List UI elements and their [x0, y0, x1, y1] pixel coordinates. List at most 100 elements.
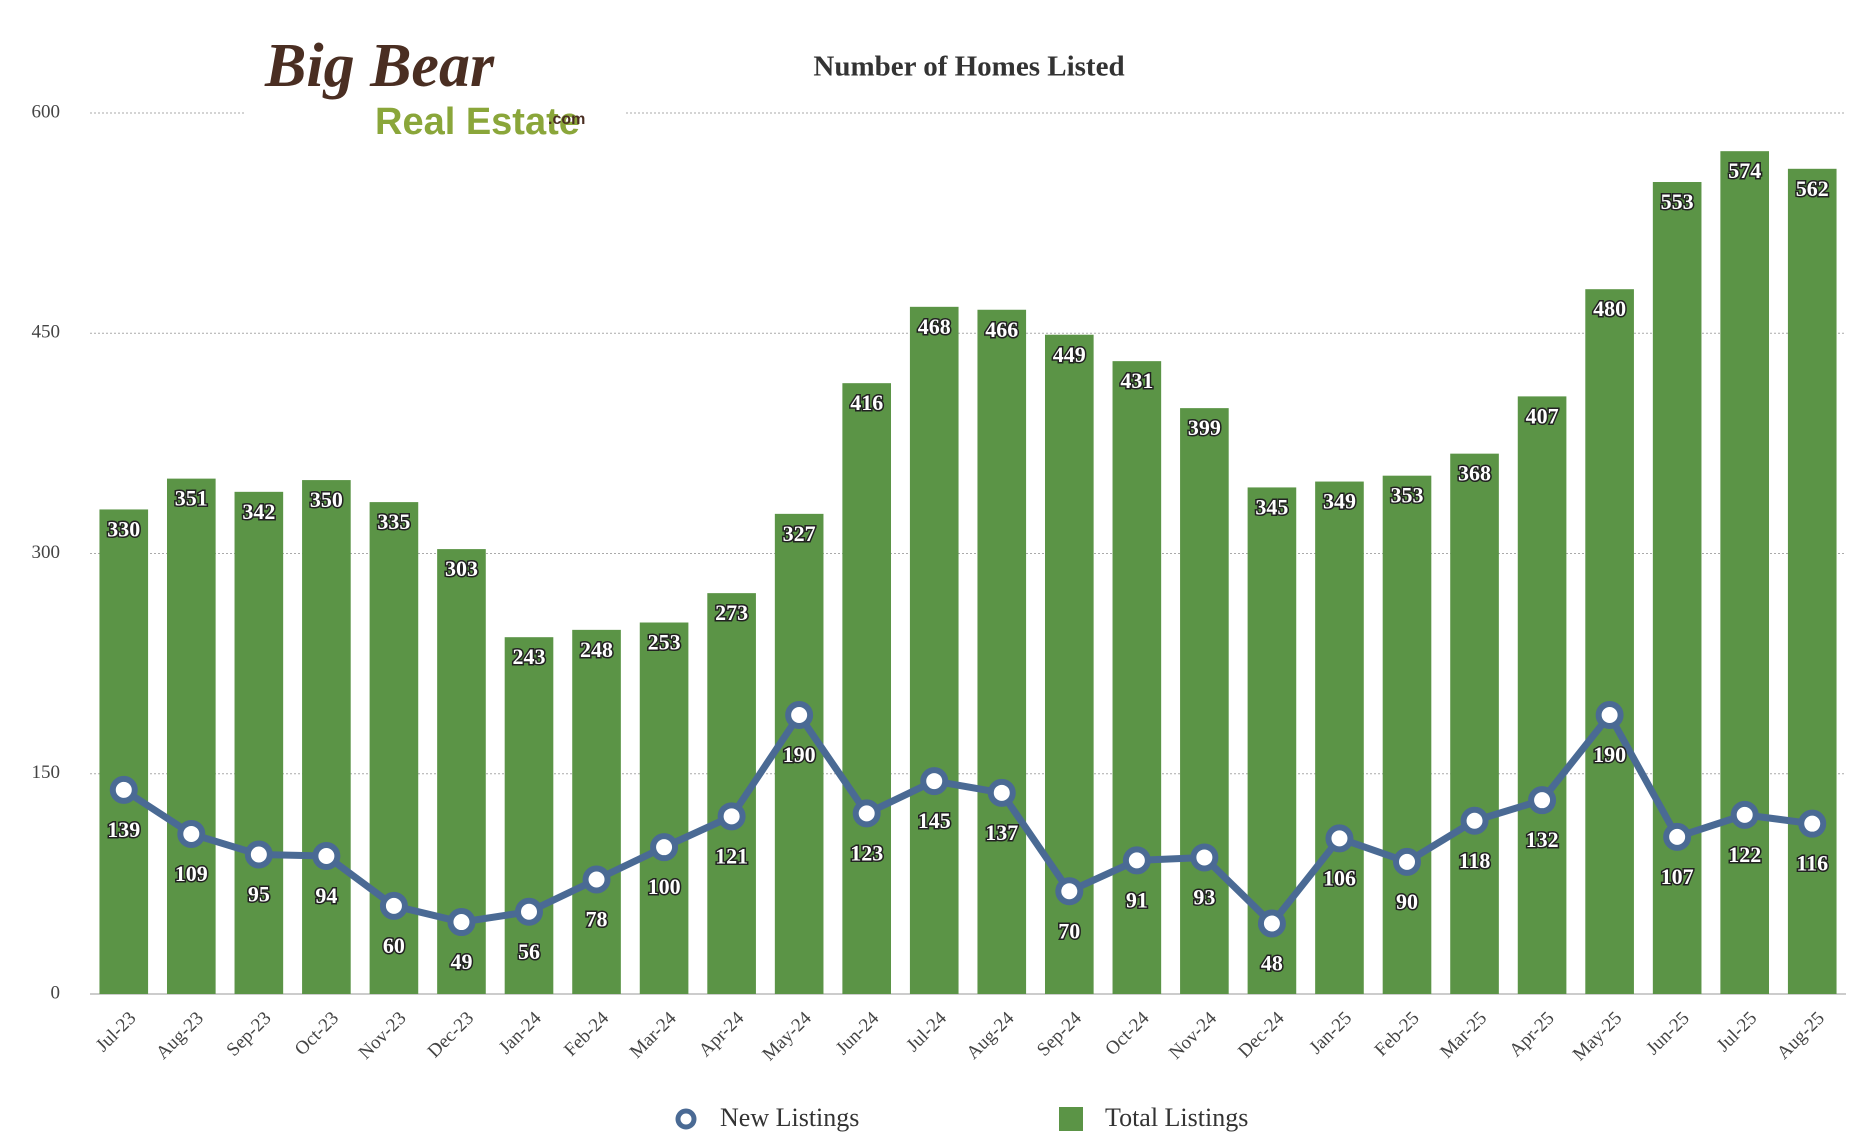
- value-label: 139: [107, 817, 140, 842]
- bar: [1382, 475, 1432, 994]
- line-point: [852, 799, 881, 828]
- bar: [977, 309, 1027, 994]
- line-point: [1798, 809, 1827, 838]
- bar: [639, 622, 689, 994]
- value-label: 345: [1255, 494, 1288, 519]
- bar: [1112, 361, 1162, 995]
- bar: [909, 306, 959, 994]
- value-label: 449: [1053, 342, 1086, 367]
- logo-text: .com: [548, 111, 585, 128]
- x-tick-label: Dec-24: [1234, 1007, 1289, 1062]
- x-tick-label: Dec-23: [424, 1008, 478, 1062]
- line-point: [1460, 806, 1489, 835]
- value-label: 562: [1796, 176, 1829, 201]
- x-tick-label: Feb-24: [560, 1007, 613, 1060]
- x-tick-label: Feb-25: [1371, 1008, 1424, 1061]
- x-tick-label: Nov-24: [1165, 1007, 1221, 1063]
- line-point: [1528, 786, 1557, 815]
- value-label: 190: [1593, 742, 1626, 767]
- value-label: 330: [107, 516, 140, 541]
- x-tick-label: Nov-23: [355, 1008, 411, 1064]
- x-tick-label: Apr-24: [695, 1007, 749, 1061]
- x-tick-label: Sep-24: [1033, 1007, 1086, 1060]
- value-label: 480: [1593, 296, 1626, 321]
- value-label: 60: [383, 933, 405, 958]
- value-label: 106: [1323, 865, 1356, 890]
- line-point: [1122, 846, 1151, 875]
- bar: [774, 513, 824, 994]
- value-label: 574: [1728, 158, 1761, 183]
- x-tick-label: Oct-23: [291, 1008, 343, 1060]
- bar: [1315, 481, 1364, 995]
- line-point: [650, 833, 679, 862]
- bar: [99, 509, 149, 994]
- value-label: 248: [580, 637, 613, 662]
- x-tick-label: Mar-24: [626, 1007, 681, 1062]
- value-label: 49: [450, 949, 472, 974]
- line-point: [1055, 877, 1084, 906]
- value-label: 95: [248, 882, 270, 907]
- x-tick-label: Jul-24: [902, 1007, 951, 1056]
- line-point: [1325, 824, 1354, 853]
- chart-title: Number of Homes Listed: [813, 51, 1124, 83]
- value-label: 145: [918, 808, 951, 833]
- y-tick-label: 150: [32, 762, 61, 783]
- value-label: 431: [1120, 368, 1153, 393]
- line-point: [109, 775, 138, 804]
- bar: [1517, 396, 1567, 995]
- logo: Big Bear Real Estate .com: [245, 30, 625, 150]
- line-point: [1595, 701, 1624, 730]
- value-label: 399: [1188, 415, 1221, 440]
- bar: [842, 383, 892, 994]
- value-label: 122: [1728, 842, 1761, 867]
- line-point: [920, 767, 949, 796]
- value-label: 243: [513, 644, 546, 669]
- x-tick-label: Jan-25: [1305, 1008, 1356, 1059]
- x-tick-label: Apr-25: [1505, 1008, 1558, 1061]
- bar: [234, 491, 284, 994]
- line-point: [244, 840, 273, 869]
- line-point: [1190, 843, 1219, 872]
- line-point: [1393, 847, 1421, 876]
- line-point: [1730, 800, 1759, 829]
- x-tick-label: Jun-24: [832, 1007, 884, 1059]
- value-label: 116: [1796, 851, 1828, 876]
- line-point: [717, 802, 746, 831]
- value-label: 107: [1661, 864, 1694, 889]
- bar: [369, 502, 419, 994]
- value-label: 91: [1126, 887, 1148, 912]
- line-point: [379, 891, 408, 920]
- x-tick-label: Jun-25: [1642, 1008, 1693, 1059]
- x-tick-label: Jul-23: [92, 1008, 140, 1056]
- legend-label: New Listings: [720, 1103, 859, 1132]
- logo-text: Real Estate: [375, 101, 580, 143]
- value-label: 466: [985, 317, 1018, 342]
- bar: [1652, 182, 1702, 995]
- line-point: [447, 908, 476, 937]
- line-point: [1257, 909, 1286, 938]
- value-label: 327: [783, 521, 816, 546]
- y-tick-label: 0: [51, 982, 61, 1003]
- y-tick-label: 300: [32, 542, 61, 563]
- value-label: 303: [445, 556, 478, 581]
- value-label: 121: [715, 843, 748, 868]
- value-label: 190: [783, 742, 816, 767]
- y-tick-label: 450: [32, 322, 61, 343]
- value-label: 109: [175, 861, 208, 886]
- logo-background: [245, 30, 625, 150]
- x-tick-label: Aug-24: [962, 1007, 1018, 1063]
- logo-text: Big Bear: [264, 32, 495, 100]
- value-label: 137: [985, 820, 1018, 845]
- value-label: 368: [1458, 461, 1491, 486]
- x-tick-label: Oct-24: [1101, 1007, 1154, 1060]
- value-label: 335: [377, 509, 410, 534]
- value-label: 100: [648, 874, 681, 899]
- value-label: 70: [1058, 918, 1080, 943]
- value-label: 132: [1526, 827, 1559, 852]
- x-tick-label: May-25: [1569, 1008, 1626, 1065]
- value-label: 553: [1661, 189, 1694, 214]
- y-tick-label: 600: [32, 101, 61, 122]
- value-label: 123: [850, 840, 883, 865]
